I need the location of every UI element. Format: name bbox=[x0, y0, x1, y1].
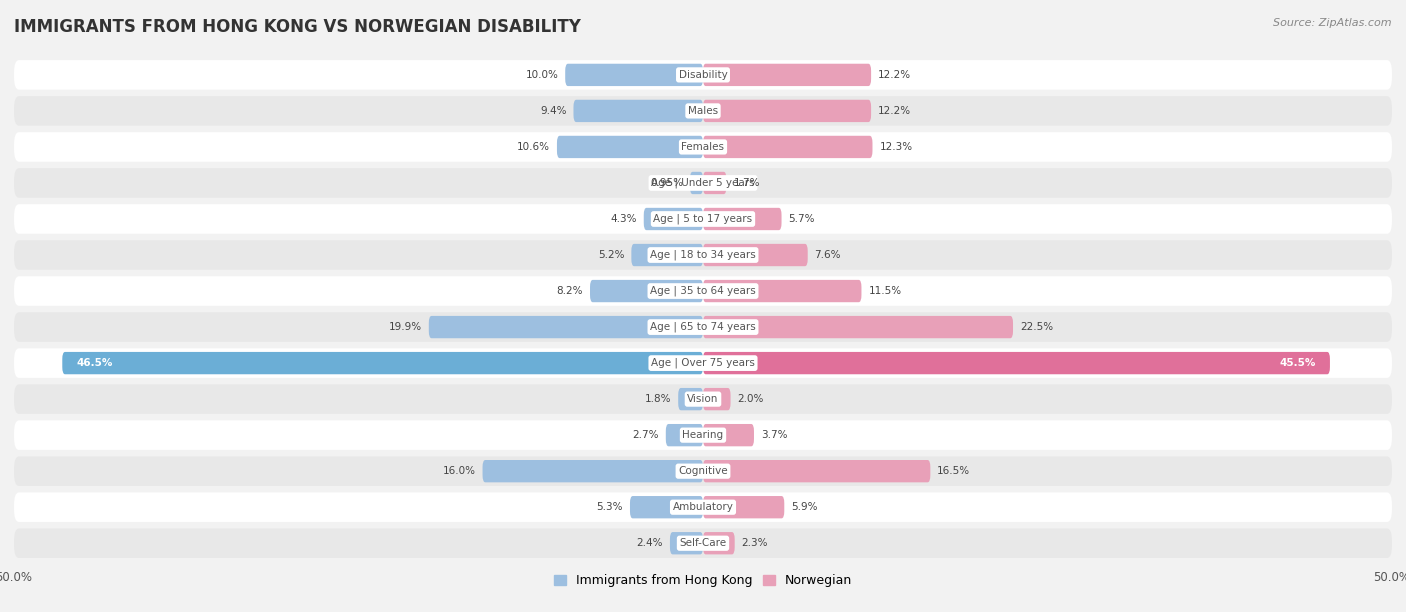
Legend: Immigrants from Hong Kong, Norwegian: Immigrants from Hong Kong, Norwegian bbox=[548, 569, 858, 592]
Text: 22.5%: 22.5% bbox=[1019, 322, 1053, 332]
Text: 19.9%: 19.9% bbox=[389, 322, 422, 332]
FancyBboxPatch shape bbox=[14, 528, 1392, 558]
FancyBboxPatch shape bbox=[669, 532, 703, 554]
Text: 5.9%: 5.9% bbox=[792, 502, 818, 512]
Text: Females: Females bbox=[682, 142, 724, 152]
FancyBboxPatch shape bbox=[703, 388, 731, 410]
Text: 5.7%: 5.7% bbox=[789, 214, 815, 224]
Text: Ambulatory: Ambulatory bbox=[672, 502, 734, 512]
Text: 0.95%: 0.95% bbox=[650, 178, 683, 188]
Text: IMMIGRANTS FROM HONG KONG VS NORWEGIAN DISABILITY: IMMIGRANTS FROM HONG KONG VS NORWEGIAN D… bbox=[14, 18, 581, 36]
Text: Age | 5 to 17 years: Age | 5 to 17 years bbox=[654, 214, 752, 224]
Text: 2.3%: 2.3% bbox=[741, 538, 768, 548]
Text: Age | Under 5 years: Age | Under 5 years bbox=[651, 177, 755, 188]
Text: 5.2%: 5.2% bbox=[598, 250, 624, 260]
FancyBboxPatch shape bbox=[631, 244, 703, 266]
Text: 4.3%: 4.3% bbox=[610, 214, 637, 224]
FancyBboxPatch shape bbox=[557, 136, 703, 158]
FancyBboxPatch shape bbox=[703, 424, 754, 446]
Text: 2.7%: 2.7% bbox=[633, 430, 659, 440]
Text: 10.0%: 10.0% bbox=[526, 70, 558, 80]
Text: 16.5%: 16.5% bbox=[938, 466, 970, 476]
Text: 5.3%: 5.3% bbox=[596, 502, 623, 512]
Text: 11.5%: 11.5% bbox=[869, 286, 901, 296]
Text: 46.5%: 46.5% bbox=[76, 358, 112, 368]
FancyBboxPatch shape bbox=[666, 424, 703, 446]
FancyBboxPatch shape bbox=[14, 241, 1392, 270]
Text: 1.7%: 1.7% bbox=[734, 178, 759, 188]
Text: Males: Males bbox=[688, 106, 718, 116]
FancyBboxPatch shape bbox=[591, 280, 703, 302]
Text: Age | Over 75 years: Age | Over 75 years bbox=[651, 358, 755, 368]
FancyBboxPatch shape bbox=[14, 384, 1392, 414]
FancyBboxPatch shape bbox=[14, 276, 1392, 306]
FancyBboxPatch shape bbox=[703, 460, 931, 482]
Text: Vision: Vision bbox=[688, 394, 718, 404]
FancyBboxPatch shape bbox=[644, 208, 703, 230]
FancyBboxPatch shape bbox=[14, 204, 1392, 234]
Text: Disability: Disability bbox=[679, 70, 727, 80]
Text: 12.2%: 12.2% bbox=[877, 70, 911, 80]
FancyBboxPatch shape bbox=[703, 136, 873, 158]
FancyBboxPatch shape bbox=[62, 352, 703, 375]
FancyBboxPatch shape bbox=[14, 348, 1392, 378]
FancyBboxPatch shape bbox=[678, 388, 703, 410]
FancyBboxPatch shape bbox=[703, 316, 1012, 338]
Text: 16.0%: 16.0% bbox=[443, 466, 475, 476]
FancyBboxPatch shape bbox=[14, 457, 1392, 486]
FancyBboxPatch shape bbox=[703, 208, 782, 230]
FancyBboxPatch shape bbox=[703, 352, 1330, 375]
FancyBboxPatch shape bbox=[429, 316, 703, 338]
Text: Age | 35 to 64 years: Age | 35 to 64 years bbox=[650, 286, 756, 296]
FancyBboxPatch shape bbox=[14, 420, 1392, 450]
Text: Cognitive: Cognitive bbox=[678, 466, 728, 476]
FancyBboxPatch shape bbox=[703, 280, 862, 302]
FancyBboxPatch shape bbox=[14, 60, 1392, 90]
FancyBboxPatch shape bbox=[14, 96, 1392, 125]
Text: 2.0%: 2.0% bbox=[738, 394, 763, 404]
FancyBboxPatch shape bbox=[703, 496, 785, 518]
FancyBboxPatch shape bbox=[14, 312, 1392, 342]
Text: 1.8%: 1.8% bbox=[645, 394, 671, 404]
Text: 8.2%: 8.2% bbox=[557, 286, 583, 296]
FancyBboxPatch shape bbox=[14, 493, 1392, 522]
Text: 45.5%: 45.5% bbox=[1279, 358, 1316, 368]
FancyBboxPatch shape bbox=[690, 172, 703, 194]
FancyBboxPatch shape bbox=[14, 132, 1392, 162]
Text: 12.2%: 12.2% bbox=[877, 106, 911, 116]
FancyBboxPatch shape bbox=[630, 496, 703, 518]
Text: Self-Care: Self-Care bbox=[679, 538, 727, 548]
Text: Age | 65 to 74 years: Age | 65 to 74 years bbox=[650, 322, 756, 332]
Text: Age | 18 to 34 years: Age | 18 to 34 years bbox=[650, 250, 756, 260]
Text: Source: ZipAtlas.com: Source: ZipAtlas.com bbox=[1274, 18, 1392, 28]
FancyBboxPatch shape bbox=[565, 64, 703, 86]
FancyBboxPatch shape bbox=[703, 100, 872, 122]
FancyBboxPatch shape bbox=[482, 460, 703, 482]
FancyBboxPatch shape bbox=[703, 532, 735, 554]
Text: 9.4%: 9.4% bbox=[540, 106, 567, 116]
FancyBboxPatch shape bbox=[574, 100, 703, 122]
Text: 12.3%: 12.3% bbox=[879, 142, 912, 152]
FancyBboxPatch shape bbox=[703, 172, 727, 194]
Text: 7.6%: 7.6% bbox=[814, 250, 841, 260]
Text: 3.7%: 3.7% bbox=[761, 430, 787, 440]
Text: 10.6%: 10.6% bbox=[517, 142, 550, 152]
FancyBboxPatch shape bbox=[703, 244, 807, 266]
Text: Hearing: Hearing bbox=[682, 430, 724, 440]
Text: 2.4%: 2.4% bbox=[637, 538, 664, 548]
FancyBboxPatch shape bbox=[703, 64, 872, 86]
FancyBboxPatch shape bbox=[14, 168, 1392, 198]
